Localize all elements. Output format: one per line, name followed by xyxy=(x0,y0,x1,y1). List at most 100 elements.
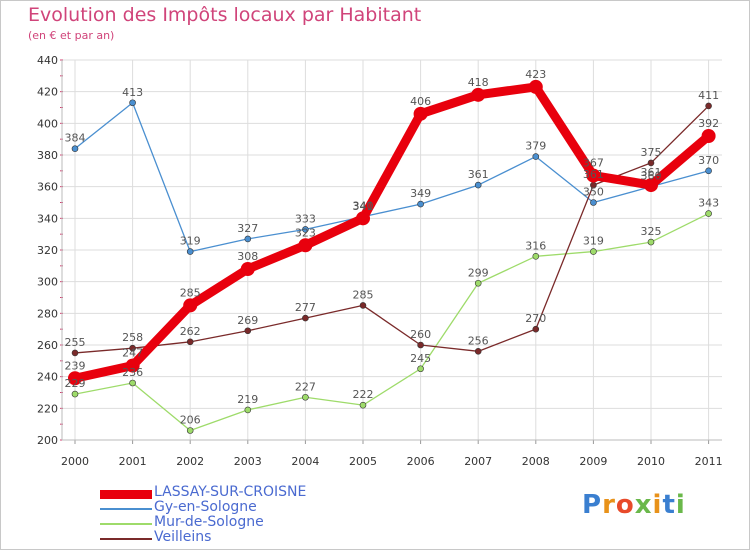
data-point xyxy=(302,226,309,233)
x-tick-label: 2008 xyxy=(522,455,550,468)
y-tick-label: 380 xyxy=(37,149,58,162)
data-label: 227 xyxy=(295,380,316,393)
data-label: 361 xyxy=(641,166,662,179)
data-label: 341 xyxy=(353,200,374,213)
data-point xyxy=(244,327,252,335)
data-point xyxy=(644,178,658,193)
logo-letter: i xyxy=(675,490,686,520)
y-tick-label: 260 xyxy=(37,339,58,352)
data-point xyxy=(590,248,597,255)
data-label: 219 xyxy=(237,393,258,406)
data-point xyxy=(71,145,79,152)
data-point xyxy=(68,371,82,386)
legend-swatch xyxy=(100,538,152,540)
data-label: 367 xyxy=(583,157,604,170)
data-label: 360 xyxy=(641,170,662,183)
series-line-Mur-de-Sologne xyxy=(74,212,710,432)
y-tick-label: 360 xyxy=(37,181,58,194)
data-point xyxy=(586,168,601,183)
y-tick-label: 200 xyxy=(37,434,58,447)
data-point xyxy=(701,129,716,143)
data-point xyxy=(129,379,136,387)
data-label: 325 xyxy=(641,225,662,238)
data-label: 299 xyxy=(468,266,489,279)
data-label: 258 xyxy=(122,331,143,344)
data-point xyxy=(417,365,424,373)
legend-label: Gy-en-Sologne xyxy=(154,499,257,515)
y-tick-label: 220 xyxy=(37,402,58,415)
y-tick-label: 240 xyxy=(37,371,58,384)
data-point xyxy=(244,406,252,414)
axis-layer: 200 220 240 260 280 300 320 340 360 380 400 420 440 2… xyxy=(37,54,723,468)
data-label: 285 xyxy=(353,288,374,301)
data-point xyxy=(413,106,428,121)
series-line-Veilleins xyxy=(74,105,710,354)
data-label: 340 xyxy=(353,199,374,212)
proxiti-logo: Proxiti xyxy=(582,490,686,520)
data-point xyxy=(240,262,255,276)
data-point xyxy=(532,153,540,160)
x-tick-label: 2010 xyxy=(637,455,665,468)
data-point xyxy=(705,102,712,110)
x-tick-label: 2005 xyxy=(349,455,377,468)
data-point xyxy=(186,338,194,346)
data-point xyxy=(71,390,79,398)
data-label: 413 xyxy=(122,86,143,99)
data-label: 285 xyxy=(180,286,201,299)
x-tick-label: 2006 xyxy=(407,455,435,468)
y-tick-label: 420 xyxy=(37,86,58,99)
logo-letter: P xyxy=(582,490,603,520)
data-point xyxy=(590,199,597,206)
data-label: 418 xyxy=(468,76,489,89)
data-label: 270 xyxy=(525,312,546,325)
x-tick-label: 2000 xyxy=(61,455,89,468)
data-label: 255 xyxy=(65,336,86,349)
data-label: 245 xyxy=(410,352,431,365)
grid-layer xyxy=(62,59,722,441)
series-line-Gy-en-Sologne xyxy=(74,102,710,253)
x-tick-label: 2009 xyxy=(579,455,607,468)
y-tick-label: 320 xyxy=(37,244,58,257)
data-label: 350 xyxy=(583,186,604,199)
data-point xyxy=(125,358,140,373)
logo-letter: i xyxy=(652,490,663,520)
data-label: 319 xyxy=(180,235,201,248)
data-label: 229 xyxy=(65,377,86,390)
data-label-layer: 384 413 319 327 333 341 349 361 379 350 360 370 229 2… xyxy=(65,68,720,427)
legend-label: LASSAY-SUR-CROISNE xyxy=(154,484,307,500)
y-tick-label: 400 xyxy=(37,117,58,130)
data-point xyxy=(705,167,712,175)
data-label: 256 xyxy=(468,334,489,347)
data-label: 392 xyxy=(698,117,719,130)
data-label: 323 xyxy=(295,226,316,239)
data-point xyxy=(302,393,309,401)
data-label: 308 xyxy=(237,250,258,263)
y-tick-label: 340 xyxy=(37,212,58,225)
data-point xyxy=(417,341,424,349)
data-label: 262 xyxy=(180,325,201,338)
data-point xyxy=(528,79,543,94)
y-tick-label: 280 xyxy=(37,307,58,320)
data-label: 406 xyxy=(410,95,431,108)
legend-label: Veilleins xyxy=(154,529,212,545)
data-label: 316 xyxy=(525,239,546,252)
data-label: 236 xyxy=(122,366,143,379)
data-point xyxy=(186,248,194,255)
data-point xyxy=(71,349,79,357)
data-label: 260 xyxy=(410,328,431,341)
x-tick-label: 2011 xyxy=(695,455,723,468)
data-point xyxy=(417,200,424,208)
data-label: 349 xyxy=(410,187,431,200)
data-point xyxy=(359,401,367,409)
logo-letter: r xyxy=(602,490,616,520)
legend-swatch xyxy=(100,523,152,525)
data-label: 327 xyxy=(237,222,258,235)
data-label: 206 xyxy=(180,414,201,427)
data-label: 411 xyxy=(698,89,719,102)
data-point xyxy=(359,302,367,309)
data-label: 361 xyxy=(468,168,489,181)
data-point xyxy=(532,253,540,260)
data-point xyxy=(298,238,313,253)
x-tick-label: 2003 xyxy=(234,455,262,468)
